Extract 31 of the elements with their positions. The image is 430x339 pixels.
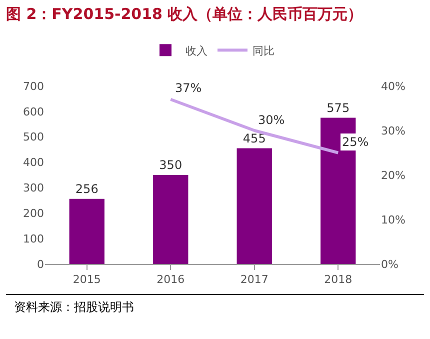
x-tick-label: 2015 — [72, 273, 101, 286]
data-label: 30% — [258, 113, 285, 127]
legend-label: 收入 — [186, 44, 208, 58]
bar — [69, 198, 104, 264]
y-tick-label: 500 — [23, 130, 44, 144]
data-label: 350 — [159, 158, 182, 172]
x-tick-label: 2018 — [324, 273, 352, 286]
bar — [153, 175, 188, 264]
y2-tick-label: 20% — [381, 168, 406, 182]
y-tick-label: 300 — [23, 182, 44, 195]
legend-label: 同比 — [252, 44, 274, 58]
y-tick-label: 700 — [23, 80, 44, 93]
y-tick-label: 600 — [23, 105, 44, 118]
y2-tick-label: 40% — [381, 80, 406, 93]
data-label: 256 — [75, 182, 98, 196]
y-tick-label: 100 — [23, 232, 44, 246]
x-tick-label: 2017 — [240, 273, 268, 286]
data-label: 575 — [326, 100, 350, 115]
data-label: 455 — [242, 131, 266, 146]
y2-tick-label: 10% — [381, 213, 406, 226]
y-tick-label: 200 — [23, 206, 44, 220]
text: 资料来源：招股说明书 — [6, 294, 424, 320]
data-label: 37% — [175, 81, 202, 95]
y2-tick-label: 0% — [381, 258, 398, 271]
y2-tick-label: 30% — [381, 124, 406, 138]
y-tick-label: 0 — [37, 258, 44, 271]
y-tick-label: 400 — [23, 156, 44, 170]
data-label: 25% — [342, 135, 369, 149]
bar — [236, 148, 272, 264]
chart-title: 图 2：FY2015-2018 收入（单位：人民币百万元） — [5, 4, 364, 24]
x-tick-label: 2016 — [156, 273, 185, 286]
